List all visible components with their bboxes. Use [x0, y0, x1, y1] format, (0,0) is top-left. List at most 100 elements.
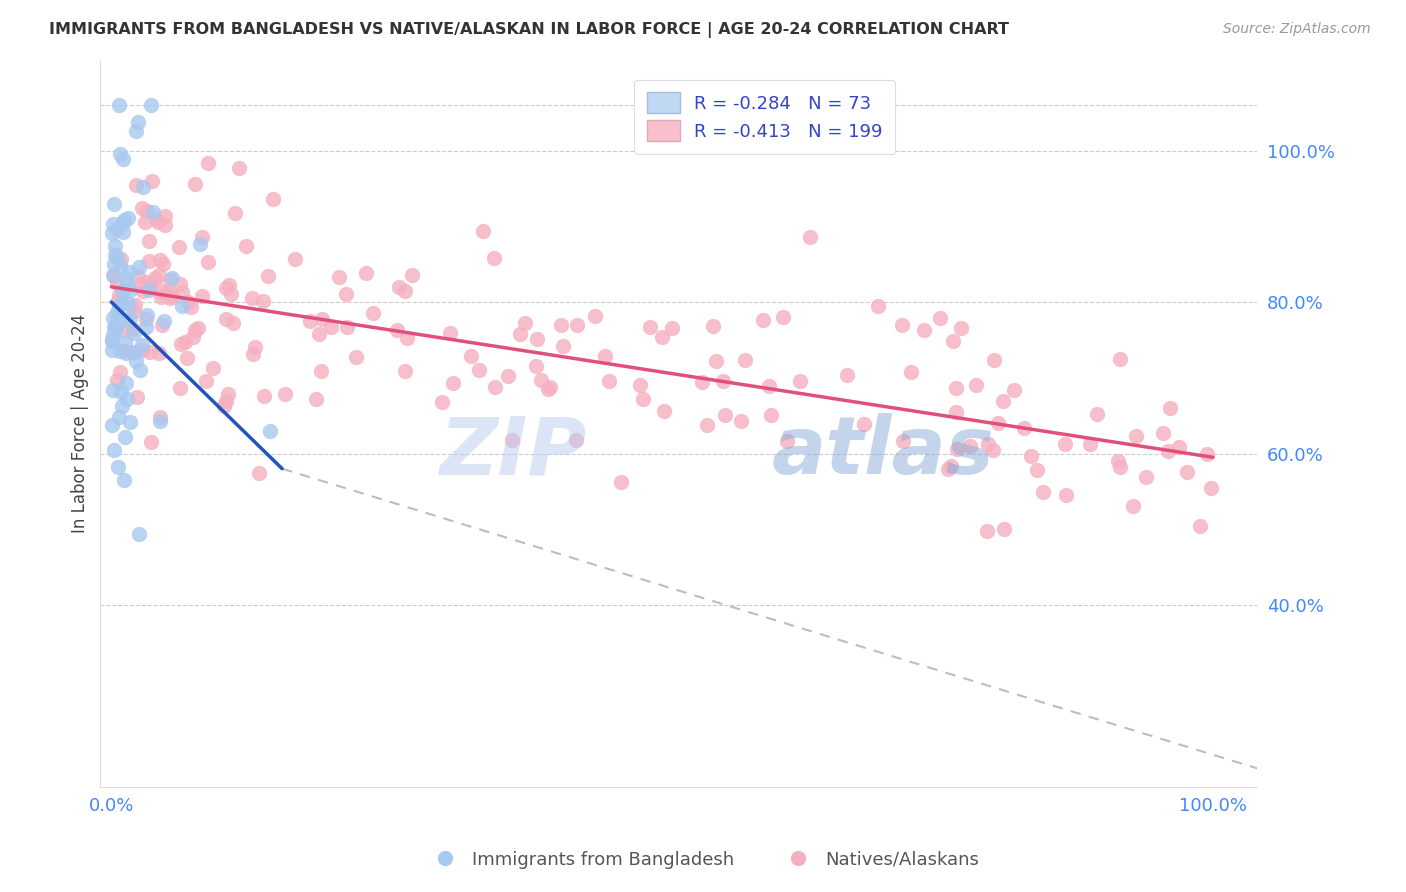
Point [308, 327, 330, 342]
Point [138, 284, 160, 298]
Point [125, 178, 148, 192]
Point [101, 384, 124, 398]
Point [114, 430, 136, 444]
Point [138, 234, 160, 248]
Point [401, 268, 423, 282]
Point [184, 323, 207, 337]
Point [215, 280, 238, 294]
Point [149, 410, 172, 425]
Point [228, 161, 250, 176]
Point [430, 395, 453, 409]
Point [184, 177, 207, 191]
Point [169, 277, 191, 291]
Point [117, 211, 139, 226]
Point [127, 115, 149, 129]
Point [761, 408, 783, 422]
Point [929, 311, 952, 326]
Point [155, 286, 177, 301]
Point [1054, 487, 1077, 501]
Point [148, 345, 170, 359]
Point [852, 417, 875, 432]
Point [160, 271, 183, 285]
Text: Source: ZipAtlas.com: Source: ZipAtlas.com [1223, 22, 1371, 37]
Point [394, 364, 416, 378]
Point [169, 381, 191, 395]
Point [651, 329, 673, 343]
Point [105, 374, 128, 388]
Point [103, 442, 125, 457]
Point [162, 289, 184, 303]
Point [105, 222, 128, 236]
Point [114, 346, 136, 360]
Point [114, 343, 136, 358]
Point [110, 252, 132, 266]
Point [111, 284, 134, 298]
Point [149, 414, 172, 428]
Point [243, 340, 266, 354]
Point [633, 392, 655, 406]
Point [101, 334, 124, 348]
Point [128, 527, 150, 541]
Point [240, 291, 263, 305]
Point [1157, 443, 1180, 458]
Point [194, 375, 217, 389]
Point [120, 310, 142, 325]
Point [835, 368, 858, 383]
Point [772, 310, 794, 324]
Point [891, 434, 914, 449]
Point [259, 424, 281, 438]
Point [730, 414, 752, 428]
Point [170, 285, 193, 299]
Point [141, 174, 163, 188]
Point [217, 387, 239, 401]
Point [104, 239, 127, 253]
Point [101, 217, 124, 231]
Point [1135, 470, 1157, 484]
Point [1125, 428, 1147, 442]
Point [114, 376, 136, 390]
Point [149, 290, 172, 304]
Point [108, 409, 131, 424]
Point [148, 215, 170, 229]
Point [125, 124, 148, 138]
Point [214, 400, 236, 414]
Point [139, 434, 162, 449]
Point [122, 344, 145, 359]
Point [155, 209, 177, 223]
Point [536, 382, 558, 396]
Point [252, 294, 274, 309]
Point [530, 374, 553, 388]
Point [565, 318, 588, 332]
Point [131, 201, 153, 215]
Point [101, 417, 124, 432]
Point [111, 216, 134, 230]
Point [110, 147, 132, 161]
Point [138, 254, 160, 268]
Point [159, 291, 181, 305]
Point [1195, 447, 1218, 461]
Point [482, 251, 505, 265]
Point [108, 365, 131, 379]
Point [734, 352, 756, 367]
Point [104, 321, 127, 335]
Point [107, 299, 129, 313]
Point [354, 267, 377, 281]
Point [328, 270, 350, 285]
Point [654, 403, 676, 417]
Text: atlas: atlas [772, 413, 994, 491]
Point [111, 399, 134, 413]
Point [138, 345, 160, 359]
Point [112, 212, 135, 227]
Point [135, 311, 157, 326]
Point [187, 321, 209, 335]
Point [775, 434, 797, 448]
Legend: R = -0.284   N = 73, R = -0.413   N = 199: R = -0.284 N = 73, R = -0.413 N = 199 [634, 79, 896, 153]
Point [361, 306, 384, 320]
Point [987, 416, 1010, 430]
Point [108, 344, 131, 359]
Point [484, 379, 506, 393]
Point [1188, 519, 1211, 533]
Point [509, 326, 531, 341]
Point [215, 312, 238, 326]
Point [108, 287, 131, 301]
